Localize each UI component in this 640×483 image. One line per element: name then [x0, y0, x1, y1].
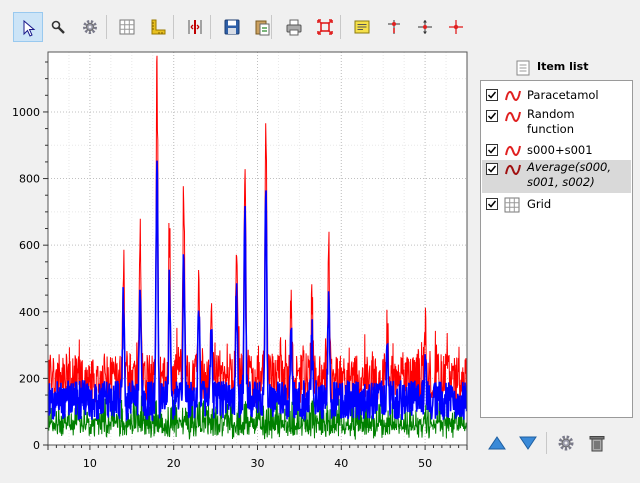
- horizontal-cursor-icon: [418, 20, 432, 34]
- toolbar-separator: [210, 15, 211, 39]
- y-tick-label: 800: [19, 173, 40, 186]
- item-checkbox[interactable]: [486, 198, 498, 210]
- toolbar-separator: [106, 15, 107, 39]
- item-label: s000+s001: [527, 143, 593, 158]
- vertical-cursor-icon: [388, 20, 400, 34]
- y-tick-label: 600: [19, 239, 40, 252]
- cross-section-button[interactable]: [180, 12, 210, 42]
- axes: 10 20 30 40 50 0 200 400 600 800 1000: [12, 61, 468, 470]
- item-label: Average(s000, s001, s002): [527, 160, 611, 190]
- toolbar: [0, 0, 640, 44]
- item-checkbox[interactable]: [486, 144, 498, 156]
- item-checkbox[interactable]: [486, 110, 498, 122]
- item-label-line: function: [527, 122, 574, 136]
- item-label-line: Average(s000,: [527, 160, 611, 174]
- item-checkbox[interactable]: [486, 89, 498, 101]
- curve-icon: [505, 111, 521, 122]
- copy-button[interactable]: [247, 12, 277, 42]
- item-list[interactable]: Paracetamol Random function s000+s001 Averag…: [480, 80, 633, 418]
- item-label-line: Grid: [527, 197, 552, 211]
- line-chart[interactable]: 10 20 30 40 50 0 200 400 600 800 1000: [0, 44, 475, 480]
- cross-section-icon: [188, 20, 202, 34]
- item-list-title: Item list: [537, 60, 589, 73]
- zoom-magnifier-button[interactable]: [43, 12, 73, 42]
- item-label: Paracetamol: [527, 88, 599, 103]
- gear-icon: [83, 20, 97, 34]
- item-list-item[interactable]: Average(s000, s001, s002): [482, 160, 631, 193]
- crosshair-icon: [449, 20, 463, 34]
- move-down-icon: [519, 436, 537, 450]
- y-tick-label: 400: [19, 306, 40, 319]
- print-icon: [286, 19, 302, 36]
- annotation-icon: [354, 20, 370, 34]
- move-up-icon: [488, 436, 506, 450]
- item-label: Grid: [527, 197, 551, 212]
- x-tick-label: 20: [167, 457, 181, 470]
- check-icon: [487, 91, 497, 99]
- check-icon: [487, 146, 497, 154]
- item-checkbox[interactable]: [486, 163, 498, 175]
- grid-icon: [119, 19, 135, 35]
- check-icon: [487, 200, 497, 208]
- y-tick-label: 1000: [12, 106, 40, 119]
- toolbar-separator: [173, 15, 174, 39]
- y-tick-label: 200: [19, 372, 40, 385]
- x-tick-label: 40: [334, 457, 348, 470]
- y-tick-label: 0: [33, 439, 40, 452]
- document-icon: [516, 60, 530, 76]
- parameters-gear-button[interactable]: [553, 430, 579, 456]
- item-label-line: s000+s001: [527, 143, 593, 157]
- item-list-item[interactable]: Random function: [482, 107, 631, 140]
- move-up-button[interactable]: [484, 430, 510, 456]
- series-line-blue: [48, 160, 467, 423]
- move-down-button[interactable]: [515, 430, 541, 456]
- gear-button[interactable]: [75, 12, 105, 42]
- select-arrow-button[interactable]: [13, 12, 43, 42]
- horizontal-cursor-button[interactable]: [410, 12, 440, 42]
- fit-to-view-button[interactable]: [310, 12, 340, 42]
- save-button[interactable]: [217, 12, 247, 42]
- x-tick-label: 50: [418, 457, 432, 470]
- copy-icon: [255, 20, 270, 36]
- delete-trash-icon: [589, 436, 605, 452]
- parameters-gear-icon: [558, 435, 574, 451]
- ruler-icon: [151, 19, 166, 35]
- vertical-cursor-button[interactable]: [379, 12, 409, 42]
- grid-icon: [504, 197, 520, 213]
- fit-to-view-icon: [317, 19, 333, 35]
- print-button[interactable]: [279, 12, 309, 42]
- curve-icon: [505, 164, 521, 175]
- plot-area[interactable]: 10 20 30 40 50 0 200 400 600 800 1000: [0, 44, 475, 480]
- item-list-item[interactable]: s000+s001: [482, 142, 631, 159]
- ruler-button[interactable]: [143, 12, 173, 42]
- x-tick-label: 10: [83, 457, 97, 470]
- series-group: [48, 55, 467, 440]
- crosshair-button[interactable]: [441, 12, 471, 42]
- item-list-item[interactable]: Paracetamol: [482, 87, 631, 104]
- item-label-line: Random: [527, 107, 575, 121]
- item-label-line: s001, s002): [527, 175, 595, 189]
- x-tick-label: 30: [251, 457, 265, 470]
- check-icon: [487, 112, 497, 120]
- item-list-item[interactable]: Grid: [482, 196, 631, 213]
- delete-trash-button[interactable]: [584, 430, 610, 456]
- item-list-header: Item list: [480, 58, 640, 78]
- curve-icon: [505, 90, 521, 101]
- toolbar-separator: [340, 15, 341, 39]
- annotation-button[interactable]: [347, 12, 377, 42]
- curve-icon: [505, 145, 521, 156]
- check-icon: [487, 165, 497, 173]
- toolbar-separator: [546, 432, 547, 454]
- item-label-line: Paracetamol: [527, 88, 599, 102]
- item-label: Random function: [527, 107, 575, 137]
- zoom-magnifier-icon: [51, 20, 65, 34]
- toolbar-separator: [271, 15, 272, 39]
- save-icon: [224, 19, 240, 35]
- grid-button[interactable]: [112, 12, 142, 42]
- select-arrow-icon: [23, 19, 36, 37]
